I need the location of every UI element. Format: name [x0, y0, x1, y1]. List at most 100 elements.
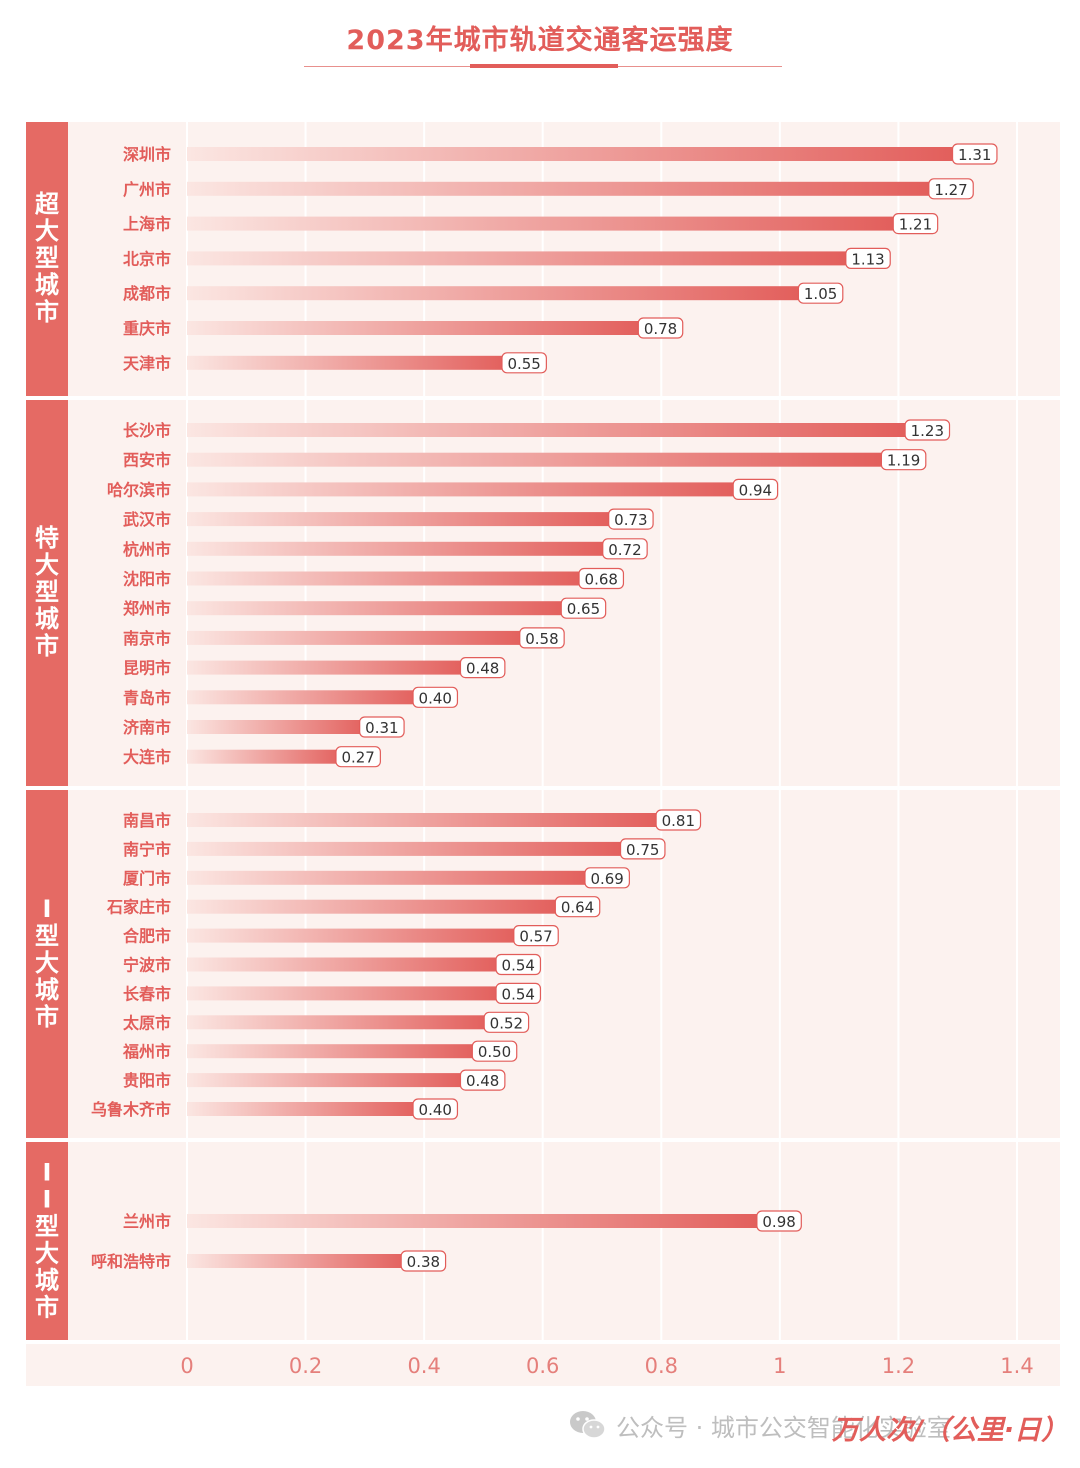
- bar-row: 厦门市 0.69: [123, 867, 630, 889]
- value-label: 0.31: [365, 719, 398, 737]
- bar-row: 兰州市 0.98: [123, 1210, 802, 1232]
- value-label-box: [459, 1069, 506, 1091]
- bar-row: 郑州市 0.65: [123, 597, 607, 619]
- value-label-box: [513, 924, 559, 947]
- bar: [187, 899, 567, 914]
- value-label: 1.23: [911, 422, 944, 440]
- bar: [187, 749, 348, 764]
- bar: [187, 928, 525, 943]
- bar: [187, 986, 508, 1001]
- value-label: 0.54: [502, 957, 535, 975]
- bar: [187, 1044, 484, 1059]
- value-label-box: [519, 627, 565, 649]
- value-label: 1.27: [934, 181, 967, 199]
- bar: [187, 660, 472, 675]
- value-label: 0.40: [419, 1101, 452, 1119]
- category-label: 西安市: [123, 451, 171, 470]
- value-label-box: [459, 656, 506, 679]
- bar: [187, 355, 514, 370]
- category-label: 沈阳市: [123, 570, 171, 589]
- x-tick-label: 0: [180, 1354, 193, 1378]
- group-band: [26, 122, 68, 396]
- bar: [187, 870, 597, 885]
- value-label-box: [756, 1210, 802, 1232]
- category-label: 重庆市: [123, 319, 171, 338]
- category-label: 大连市: [123, 748, 171, 767]
- category-label: 杭州市: [123, 540, 171, 559]
- bar-row: 重庆市 0.78: [123, 317, 684, 339]
- value-label: 0.68: [585, 571, 618, 589]
- value-label-box: [602, 538, 648, 560]
- value-label-box: [637, 317, 684, 339]
- group-band: [26, 1142, 68, 1340]
- value-label-box: [880, 449, 927, 471]
- category-label: 福州市: [122, 1042, 171, 1061]
- group-band: [26, 400, 68, 786]
- category-label: 南宁市: [123, 840, 171, 859]
- value-label: 0.75: [626, 841, 659, 859]
- x-tick-label: 1: [773, 1354, 786, 1378]
- category-label: 天津市: [123, 354, 171, 373]
- value-label: 1.21: [899, 216, 932, 234]
- category-label: 合肥市: [123, 927, 171, 946]
- bar-row: 上海市 1.21: [123, 213, 939, 235]
- value-label: 0.52: [490, 1014, 523, 1032]
- value-label-box: [578, 567, 625, 590]
- value-label-box: [655, 809, 702, 831]
- bar-row: 哈尔滨市 0.94: [107, 478, 779, 500]
- bar-row: 宁波市 0.54: [123, 953, 542, 976]
- value-label: 0.78: [644, 320, 677, 338]
- bar-row: 南昌市 0.81: [123, 809, 702, 831]
- category-label: 厦门市: [123, 869, 171, 888]
- bar: [187, 512, 620, 527]
- category-label: 贵阳市: [123, 1071, 171, 1090]
- bar-row: 长春市 0.54: [123, 982, 542, 1005]
- category-label: 长春市: [123, 984, 171, 1003]
- x-axis-unit: 万人次/（公里·日）: [832, 1415, 1069, 1446]
- category-label: 太原市: [122, 1013, 171, 1032]
- category-label: 呼和浩特市: [91, 1252, 171, 1271]
- value-label: 0.54: [502, 985, 535, 1003]
- value-label-box: [560, 597, 607, 619]
- value-label: 0.69: [590, 870, 623, 888]
- bar: [187, 690, 425, 705]
- value-label: 0.27: [341, 749, 374, 767]
- group-separator: [26, 786, 1060, 790]
- bar: [187, 1102, 425, 1116]
- bar-row: 杭州市 0.72: [123, 538, 648, 560]
- group-label: I I 型大城市: [35, 1158, 59, 1321]
- axis-panel: [26, 1344, 1060, 1386]
- bar: [187, 286, 810, 301]
- bar-row: 深圳市 1.31: [123, 143, 998, 165]
- category-label: 长沙市: [123, 421, 171, 440]
- value-label-box: [412, 686, 459, 708]
- bar-row: 长沙市 1.23: [123, 419, 951, 441]
- bar-row: 南京市 0.58: [123, 627, 565, 649]
- bars-layer: 深圳市 1.31 广州市 1.27 上海市 1.21 北京市 1.13 成都市 1.05 重庆市 0.…: [91, 143, 998, 1272]
- bar: [187, 321, 650, 335]
- value-label-box: [501, 352, 547, 374]
- bar: [187, 1254, 413, 1268]
- category-label: 宁波市: [123, 956, 171, 975]
- bar-row: 呼和浩特市 0.38: [91, 1250, 447, 1272]
- group-label: I 型大城市: [35, 895, 59, 1031]
- x-tick-label: 0.6: [526, 1354, 559, 1378]
- category-label: 上海市: [123, 215, 171, 234]
- bar-row: 大连市 0.27: [123, 746, 381, 768]
- value-label: 1.05: [804, 285, 837, 303]
- bar: [187, 571, 591, 586]
- bar-row: 青岛市 0.40: [123, 686, 459, 708]
- category-label: 昆明市: [123, 659, 171, 678]
- bar: [187, 1073, 472, 1088]
- value-label-box: [471, 1040, 518, 1062]
- bar-row: 西安市 1.19: [123, 449, 927, 471]
- category-label: 石家庄市: [106, 898, 171, 917]
- value-label-box: [892, 213, 939, 235]
- value-label-box: [400, 1250, 447, 1272]
- value-label: 1.31: [958, 146, 991, 164]
- value-label-box: [554, 896, 601, 918]
- group-label: 特大型城市: [35, 524, 59, 660]
- category-label: 青岛市: [123, 688, 171, 707]
- value-label-box: [928, 178, 974, 200]
